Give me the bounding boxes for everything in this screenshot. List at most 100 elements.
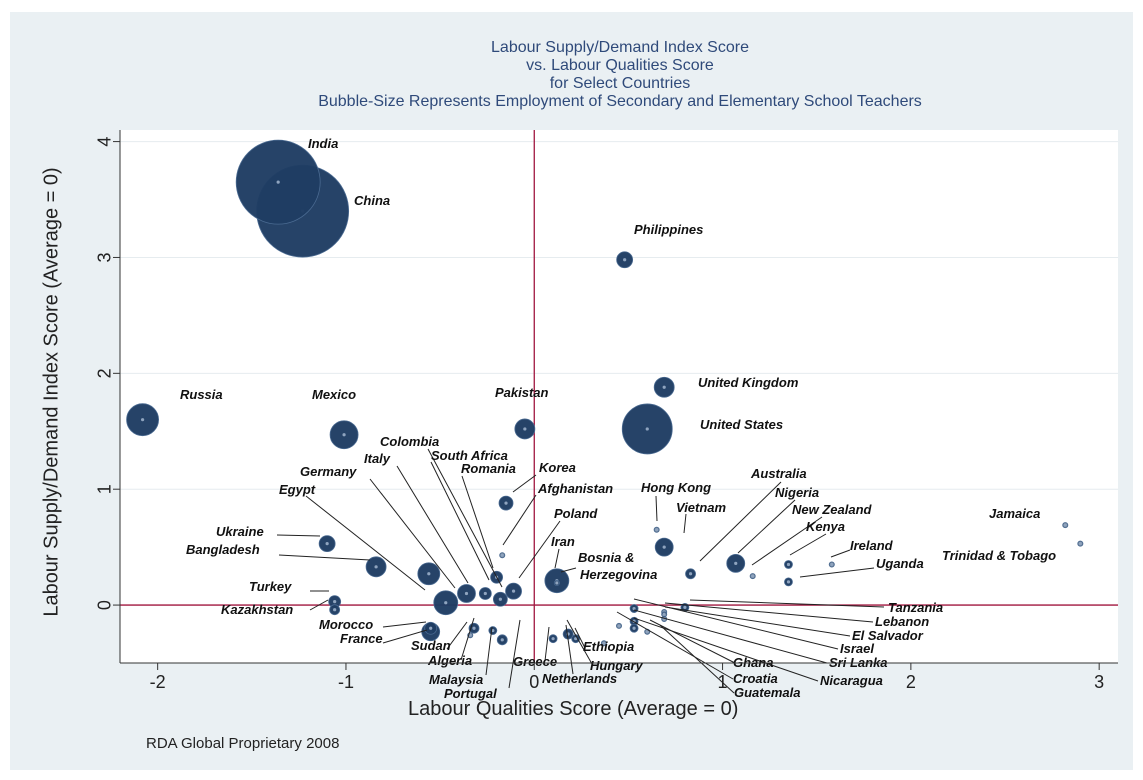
- leader-ghana: [649, 619, 736, 664]
- leader-algeria: [460, 617, 475, 661]
- label-united-states: United States: [700, 417, 783, 432]
- leader-malaysia: [485, 626, 493, 676]
- bubble-center-turkey: [333, 599, 337, 604]
- reference-lines: [120, 130, 1118, 663]
- bubble-center-ethiopia: [574, 637, 578, 641]
- bubble-center-nicaragua: [632, 626, 636, 630]
- label-nicaragua: Nicaragua: [820, 673, 883, 688]
- label-russia: Russia: [180, 387, 223, 402]
- label-malaysia: Malaysia: [429, 672, 483, 687]
- bubble-center-jamaica: [1063, 523, 1067, 527]
- bubble-center-united-kingdom: [662, 385, 666, 389]
- bubble-center-greece: [551, 637, 555, 641]
- leader-portugal: [508, 619, 521, 689]
- label-france: France: [340, 631, 383, 646]
- bubble-center-israel: [632, 606, 636, 611]
- leader-hungary: [566, 619, 593, 665]
- leader-south-africa: [430, 461, 490, 581]
- bubble-center-afghanistan: [500, 553, 504, 557]
- chart-title-line-3: for Select Countries: [549, 75, 691, 92]
- bubble-center-ireland: [830, 562, 834, 567]
- chart-title-line-1: Labour Supply/Demand Index Score: [491, 39, 749, 56]
- leader-bangladesh: [278, 554, 371, 561]
- label-bosnia-and-herzegovina-line-1: Bosnia &: [578, 550, 634, 565]
- leader-korea: [512, 474, 537, 493]
- leader-france: [382, 629, 428, 644]
- label-germany: Germany: [300, 464, 357, 479]
- bubble-center-uganda: [786, 580, 791, 584]
- x-axis-title: Labour Qualities Score (Average = 0): [408, 698, 739, 720]
- bubble-center-australia: [734, 561, 738, 565]
- leader-hong-kong: [655, 495, 658, 522]
- x-tick-label--1: -1: [338, 672, 354, 692]
- label-south-africa: South Africa: [431, 448, 508, 463]
- label-iran: Iran: [551, 534, 575, 549]
- label-afghanistan: Afghanistan: [537, 481, 613, 496]
- label-romania: Romania: [461, 461, 516, 476]
- bubble-center-malaysia: [500, 638, 504, 642]
- bubble-center-nigeria: [688, 572, 693, 576]
- label-nigeria: Nigeria: [775, 485, 819, 500]
- label-turkey: Turkey: [249, 579, 292, 594]
- y-tick-label-2: 2: [95, 368, 115, 378]
- leader-iran: [554, 548, 560, 569]
- label-kenya: Kenya: [806, 519, 845, 534]
- bubble-center-india: [276, 180, 280, 184]
- label-hong-kong: Hong Kong: [641, 480, 711, 495]
- label-australia: Australia: [750, 466, 807, 481]
- leader-colombia: [427, 448, 503, 588]
- bubble-center-korea: [504, 501, 508, 505]
- label-ethiopia: Ethiopia: [583, 639, 634, 654]
- bubble-center-guatemala: [662, 612, 666, 616]
- bubble-center-trinidad-tobago: [1078, 542, 1082, 546]
- bubble-center-croatia: [617, 624, 621, 628]
- x-tick-label-1: 1: [718, 672, 728, 692]
- leader-tanzania: [689, 599, 885, 608]
- label-leader-lines: [276, 448, 885, 694]
- label-mexico: Mexico: [312, 387, 356, 402]
- leader-lebanon: [664, 602, 874, 623]
- y-tick-label-3: 3: [95, 252, 115, 262]
- label-kazakhstan: Kazakhstan: [221, 602, 293, 617]
- bubble-center-hong-kong: [655, 528, 659, 532]
- leader-guatemala: [659, 624, 735, 694]
- label-guatemala: Guatemala: [734, 685, 800, 700]
- leader-netherlands: [565, 624, 574, 675]
- y-tick-label-1: 1: [95, 484, 115, 494]
- bubble-center-south-africa: [483, 591, 487, 596]
- bubble-center-france: [429, 626, 433, 630]
- bubble-center-bosnia-herzegovina: [555, 581, 559, 585]
- label-bosnia-and-herzegovina-line-2: Herzegovina: [580, 567, 657, 582]
- label-lebanon: Lebanon: [875, 614, 929, 629]
- leader-nicaragua: [633, 617, 819, 682]
- x-tick-label-3: 3: [1094, 672, 1104, 692]
- bubble-center-mexico: [342, 433, 346, 437]
- label-china: China: [354, 193, 390, 208]
- bubble-center-italy: [464, 591, 469, 596]
- label-tanzania: Tanzania: [888, 600, 943, 615]
- leader-egypt: [305, 495, 426, 591]
- leader-croatia: [616, 611, 734, 680]
- label-algeria: Algeria: [427, 653, 472, 668]
- label-new-zealand: New Zealand: [792, 502, 873, 517]
- label-uganda: Uganda: [876, 556, 924, 571]
- bubble-center-ukraine: [325, 542, 329, 546]
- label-sudan: Sudan: [411, 638, 451, 653]
- leader-new-zealand: [751, 516, 823, 566]
- label-israel: Israel: [840, 641, 874, 656]
- bubble-center-russia: [140, 418, 145, 422]
- leader-vietnam: [683, 513, 687, 534]
- bubble-center-algeria: [472, 626, 476, 630]
- leader-sudan: [446, 621, 468, 650]
- x-tick-label--2: -2: [150, 672, 166, 692]
- leader-bosnia-herzegovina: [560, 567, 577, 573]
- label-egypt: Egypt: [279, 482, 316, 497]
- bubble-center-pakistan: [523, 427, 527, 431]
- leader-uganda: [799, 567, 875, 578]
- chart-title-line-2: vs. Labour Qualities Score: [526, 57, 714, 74]
- country-labels: India China Philippines United Kingdom Unite…: [180, 136, 1056, 701]
- label-morocco: Morocco: [319, 617, 373, 632]
- label-netherlands: Netherlands: [542, 671, 617, 686]
- label-trinidad-tobago: Trinidad & Tobago: [942, 548, 1056, 563]
